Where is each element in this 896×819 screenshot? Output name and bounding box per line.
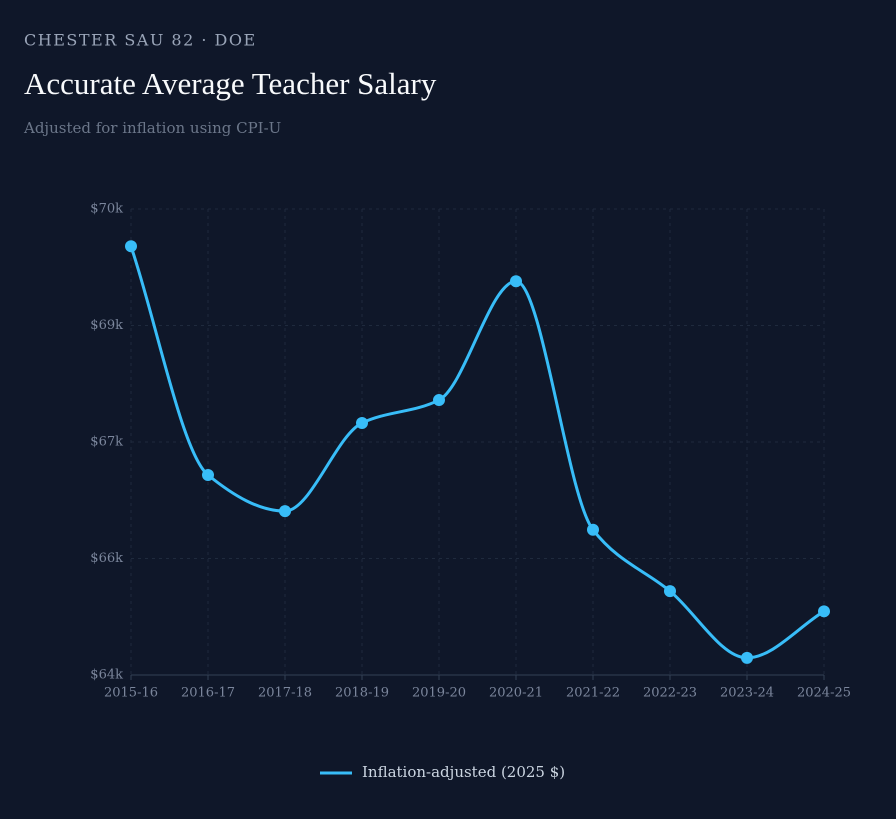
chart-title: Accurate Average Teacher Salary [24, 66, 437, 101]
point [587, 523, 599, 536]
point [741, 651, 753, 664]
y-tick-label: $69k [90, 318, 123, 333]
point [433, 394, 445, 407]
x-tick-label: 2019-20 [412, 686, 466, 701]
x-tick-label: 2020-21 [489, 686, 543, 701]
point [125, 240, 137, 253]
x-tick-label: 2016-17 [181, 686, 235, 701]
y-tick-label: $70k [90, 202, 123, 217]
eyebrow: CHESTER SAU 82 · DOE [24, 31, 257, 50]
y-tick-label: $67k [90, 435, 123, 450]
x-tick-label: 2021-22 [566, 686, 620, 701]
legend-label: Inflation-adjusted (2025 $) [362, 763, 565, 781]
x-tick-label: 2023-24 [720, 686, 774, 701]
point [818, 605, 830, 618]
x-tick-label: 2022-23 [643, 686, 697, 701]
point [510, 275, 522, 288]
point [279, 505, 291, 518]
point [664, 585, 676, 598]
subtitle: Adjusted for inflation using CPI-U [23, 119, 281, 137]
line [129, 245, 825, 660]
y-tick-label: $64k [90, 668, 123, 683]
x-tick-label: 2017-18 [258, 686, 312, 701]
x-tick-label: 2018-19 [335, 686, 389, 701]
x-tick-label: 2024-25 [797, 686, 851, 701]
point [356, 416, 368, 429]
x-tick-label: 2015-16 [104, 686, 158, 701]
point [202, 469, 214, 482]
y-tick-label: $66k [90, 551, 123, 566]
